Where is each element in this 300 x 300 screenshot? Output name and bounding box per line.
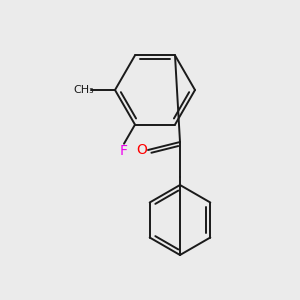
Text: CH₃: CH₃ xyxy=(74,85,94,95)
Text: O: O xyxy=(136,143,147,157)
Text: F: F xyxy=(120,144,128,158)
